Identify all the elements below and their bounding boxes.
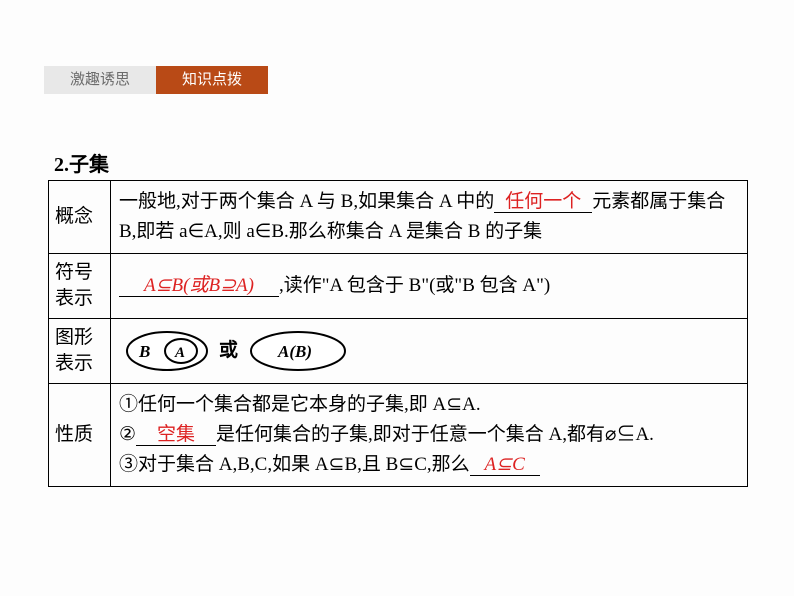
section-heading: 2.子集 <box>54 148 109 177</box>
venn-subset-icon: B A <box>125 330 209 372</box>
property-line-2: ② 空集是任何集合的子集,即对于任意一个集合 A,都有⌀⊆A. <box>119 420 739 450</box>
row-head-concept: 概念 <box>49 181 111 254</box>
table-row: 符号表示 A⊆B(或B⊇A) ,读作"A 包含于 B"(或"B 包含 A") <box>49 254 748 319</box>
definition-table: 概念 一般地,对于两个集合 A 与 B,如果集合 A 中的任何一个元素都属于集合… <box>48 180 748 487</box>
answer-subset-notation: A⊆B(或B⊇A) <box>144 275 254 296</box>
table-row: 性质 ①任何一个集合都是它本身的子集,即 A⊆A. ② 空集是任何集合的子集,即对… <box>49 384 748 487</box>
or-word: 或 <box>219 336 238 366</box>
blank-subset-notation: A⊆B(或B⊇A) <box>119 275 279 297</box>
blank-transitive: A⊆C <box>470 454 540 476</box>
row-head-property: 性质 <box>49 384 111 487</box>
cell-property: ①任何一个集合都是它本身的子集,即 A⊆A. ② 空集是任何集合的子集,即对于任意… <box>111 384 748 487</box>
venn-equal-icon: A(B) <box>248 330 348 372</box>
text: ,读作"A 包含于 B"(或"B 包含 A") <box>279 275 550 296</box>
cell-concept: 一般地,对于两个集合 A 与 B,如果集合 A 中的任何一个元素都属于集合 B,… <box>111 181 748 254</box>
svg-text:B: B <box>138 342 150 361</box>
text: 一般地,对于两个集合 A 与 B,如果集合 A 中的 <box>119 191 494 212</box>
answer-any-element: 任何一个 <box>505 191 581 212</box>
table-row: 图形表示 B A 或 A(B) <box>49 319 748 384</box>
cell-diagram: B A 或 A(B) <box>111 319 748 384</box>
tab-bar: 激趣诱思 知识点拨 <box>44 66 268 94</box>
text: ③对于集合 A,B,C,如果 A⊆B,且 B⊆C,那么 <box>119 454 470 475</box>
property-line-3: ③对于集合 A,B,C,如果 A⊆B,且 B⊆C,那么 A⊆C <box>119 450 739 480</box>
blank-any-element: 任何一个 <box>494 191 592 213</box>
blank-empty-set: 空集 <box>136 424 216 446</box>
row-head-diagram: 图形表示 <box>49 319 111 384</box>
row-head-symbol: 符号表示 <box>49 254 111 319</box>
venn-diagram-group: B A 或 A(B) <box>119 330 739 372</box>
cell-symbol: A⊆B(或B⊇A) ,读作"A 包含于 B"(或"B 包含 A") <box>111 254 748 319</box>
answer-transitive: A⊆C <box>485 454 525 475</box>
tab-knowledge[interactable]: 知识点拨 <box>156 66 268 94</box>
svg-text:A(B): A(B) <box>277 342 312 361</box>
text: ② <box>119 424 136 445</box>
answer-empty-set: 空集 <box>157 424 195 445</box>
table-row: 概念 一般地,对于两个集合 A 与 B,如果集合 A 中的任何一个元素都属于集合… <box>49 181 748 254</box>
text: 是任何集合的子集,即对于任意一个集合 A,都有⌀⊆A. <box>216 424 654 445</box>
tab-intro[interactable]: 激趣诱思 <box>44 66 156 94</box>
svg-text:A: A <box>174 345 185 361</box>
property-line-1: ①任何一个集合都是它本身的子集,即 A⊆A. <box>119 390 739 420</box>
